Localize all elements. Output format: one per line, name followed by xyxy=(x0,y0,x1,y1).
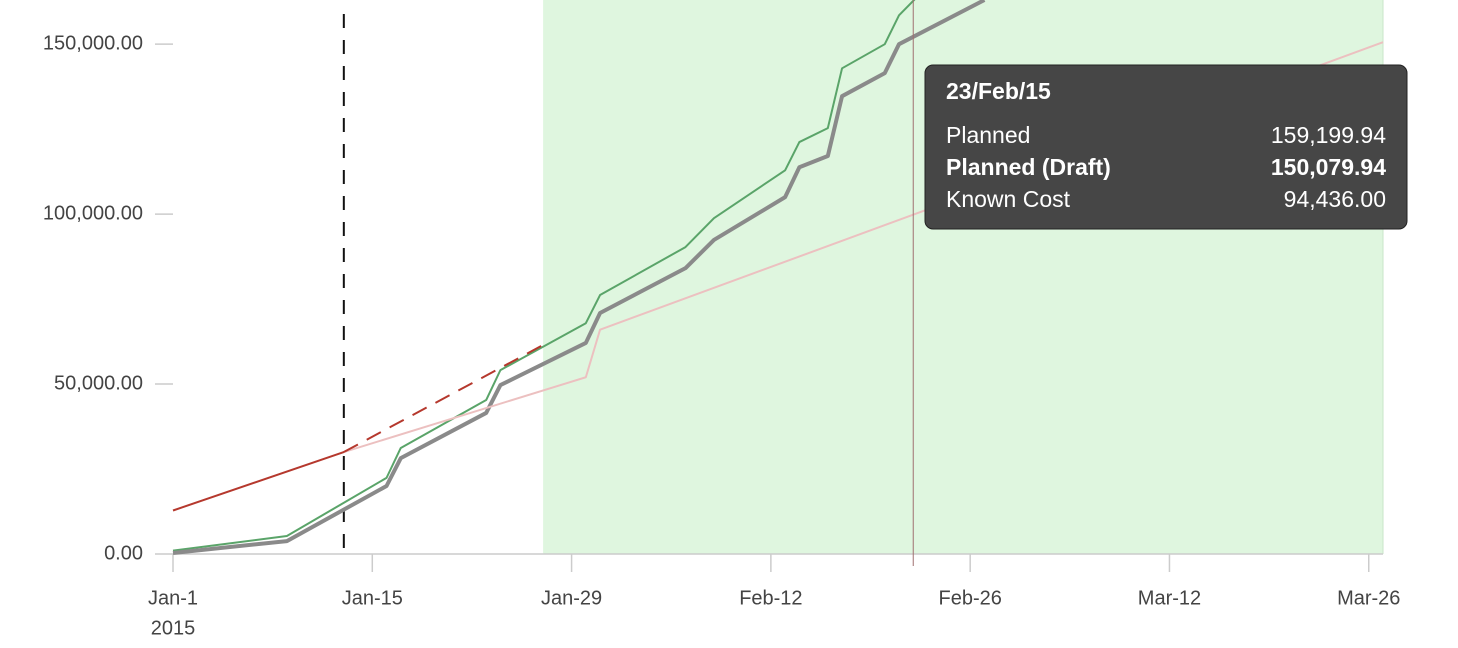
tooltip: 23/Feb/15 Planned 159,199.94 Planned (Draft… xyxy=(924,64,1408,230)
tooltip-box xyxy=(924,64,1408,230)
y-tick-label: 150,000.00 xyxy=(43,32,143,54)
tooltip-name: Planned xyxy=(946,122,1030,148)
x-tick-label: Jan-15 xyxy=(342,587,403,609)
y-tick-label: 50,000.00 xyxy=(54,372,143,394)
x-tick-label: Feb-12 xyxy=(739,587,802,609)
tooltip-name: Known Cost xyxy=(946,186,1071,212)
y-tick-label: 100,000.00 xyxy=(43,202,143,224)
series-line xyxy=(343,344,544,453)
series-line xyxy=(172,0,986,555)
y-tick-label: 0.00 xyxy=(104,542,143,564)
tooltip-title: 23/Feb/15 xyxy=(946,78,1051,104)
x-year-label: 2015 xyxy=(151,617,196,639)
x-tick-label: Jan-29 xyxy=(541,587,602,609)
tooltip-value: 150,079.94 xyxy=(1271,154,1386,180)
series-line xyxy=(172,41,1384,512)
tooltip-value: 159,199.94 xyxy=(1271,122,1386,148)
x-tick-label: Mar-26 xyxy=(1337,587,1400,609)
x-tick-label: Feb-26 xyxy=(938,587,1001,609)
x-tick-label: Mar-12 xyxy=(1138,587,1201,609)
x-tick-label: Jan-1 xyxy=(148,587,198,609)
tooltip-name: Planned (Draft) xyxy=(946,154,1111,180)
plot-area xyxy=(172,0,1384,555)
tooltip-value: 94,436.00 xyxy=(1284,186,1386,212)
series-line xyxy=(172,0,916,552)
